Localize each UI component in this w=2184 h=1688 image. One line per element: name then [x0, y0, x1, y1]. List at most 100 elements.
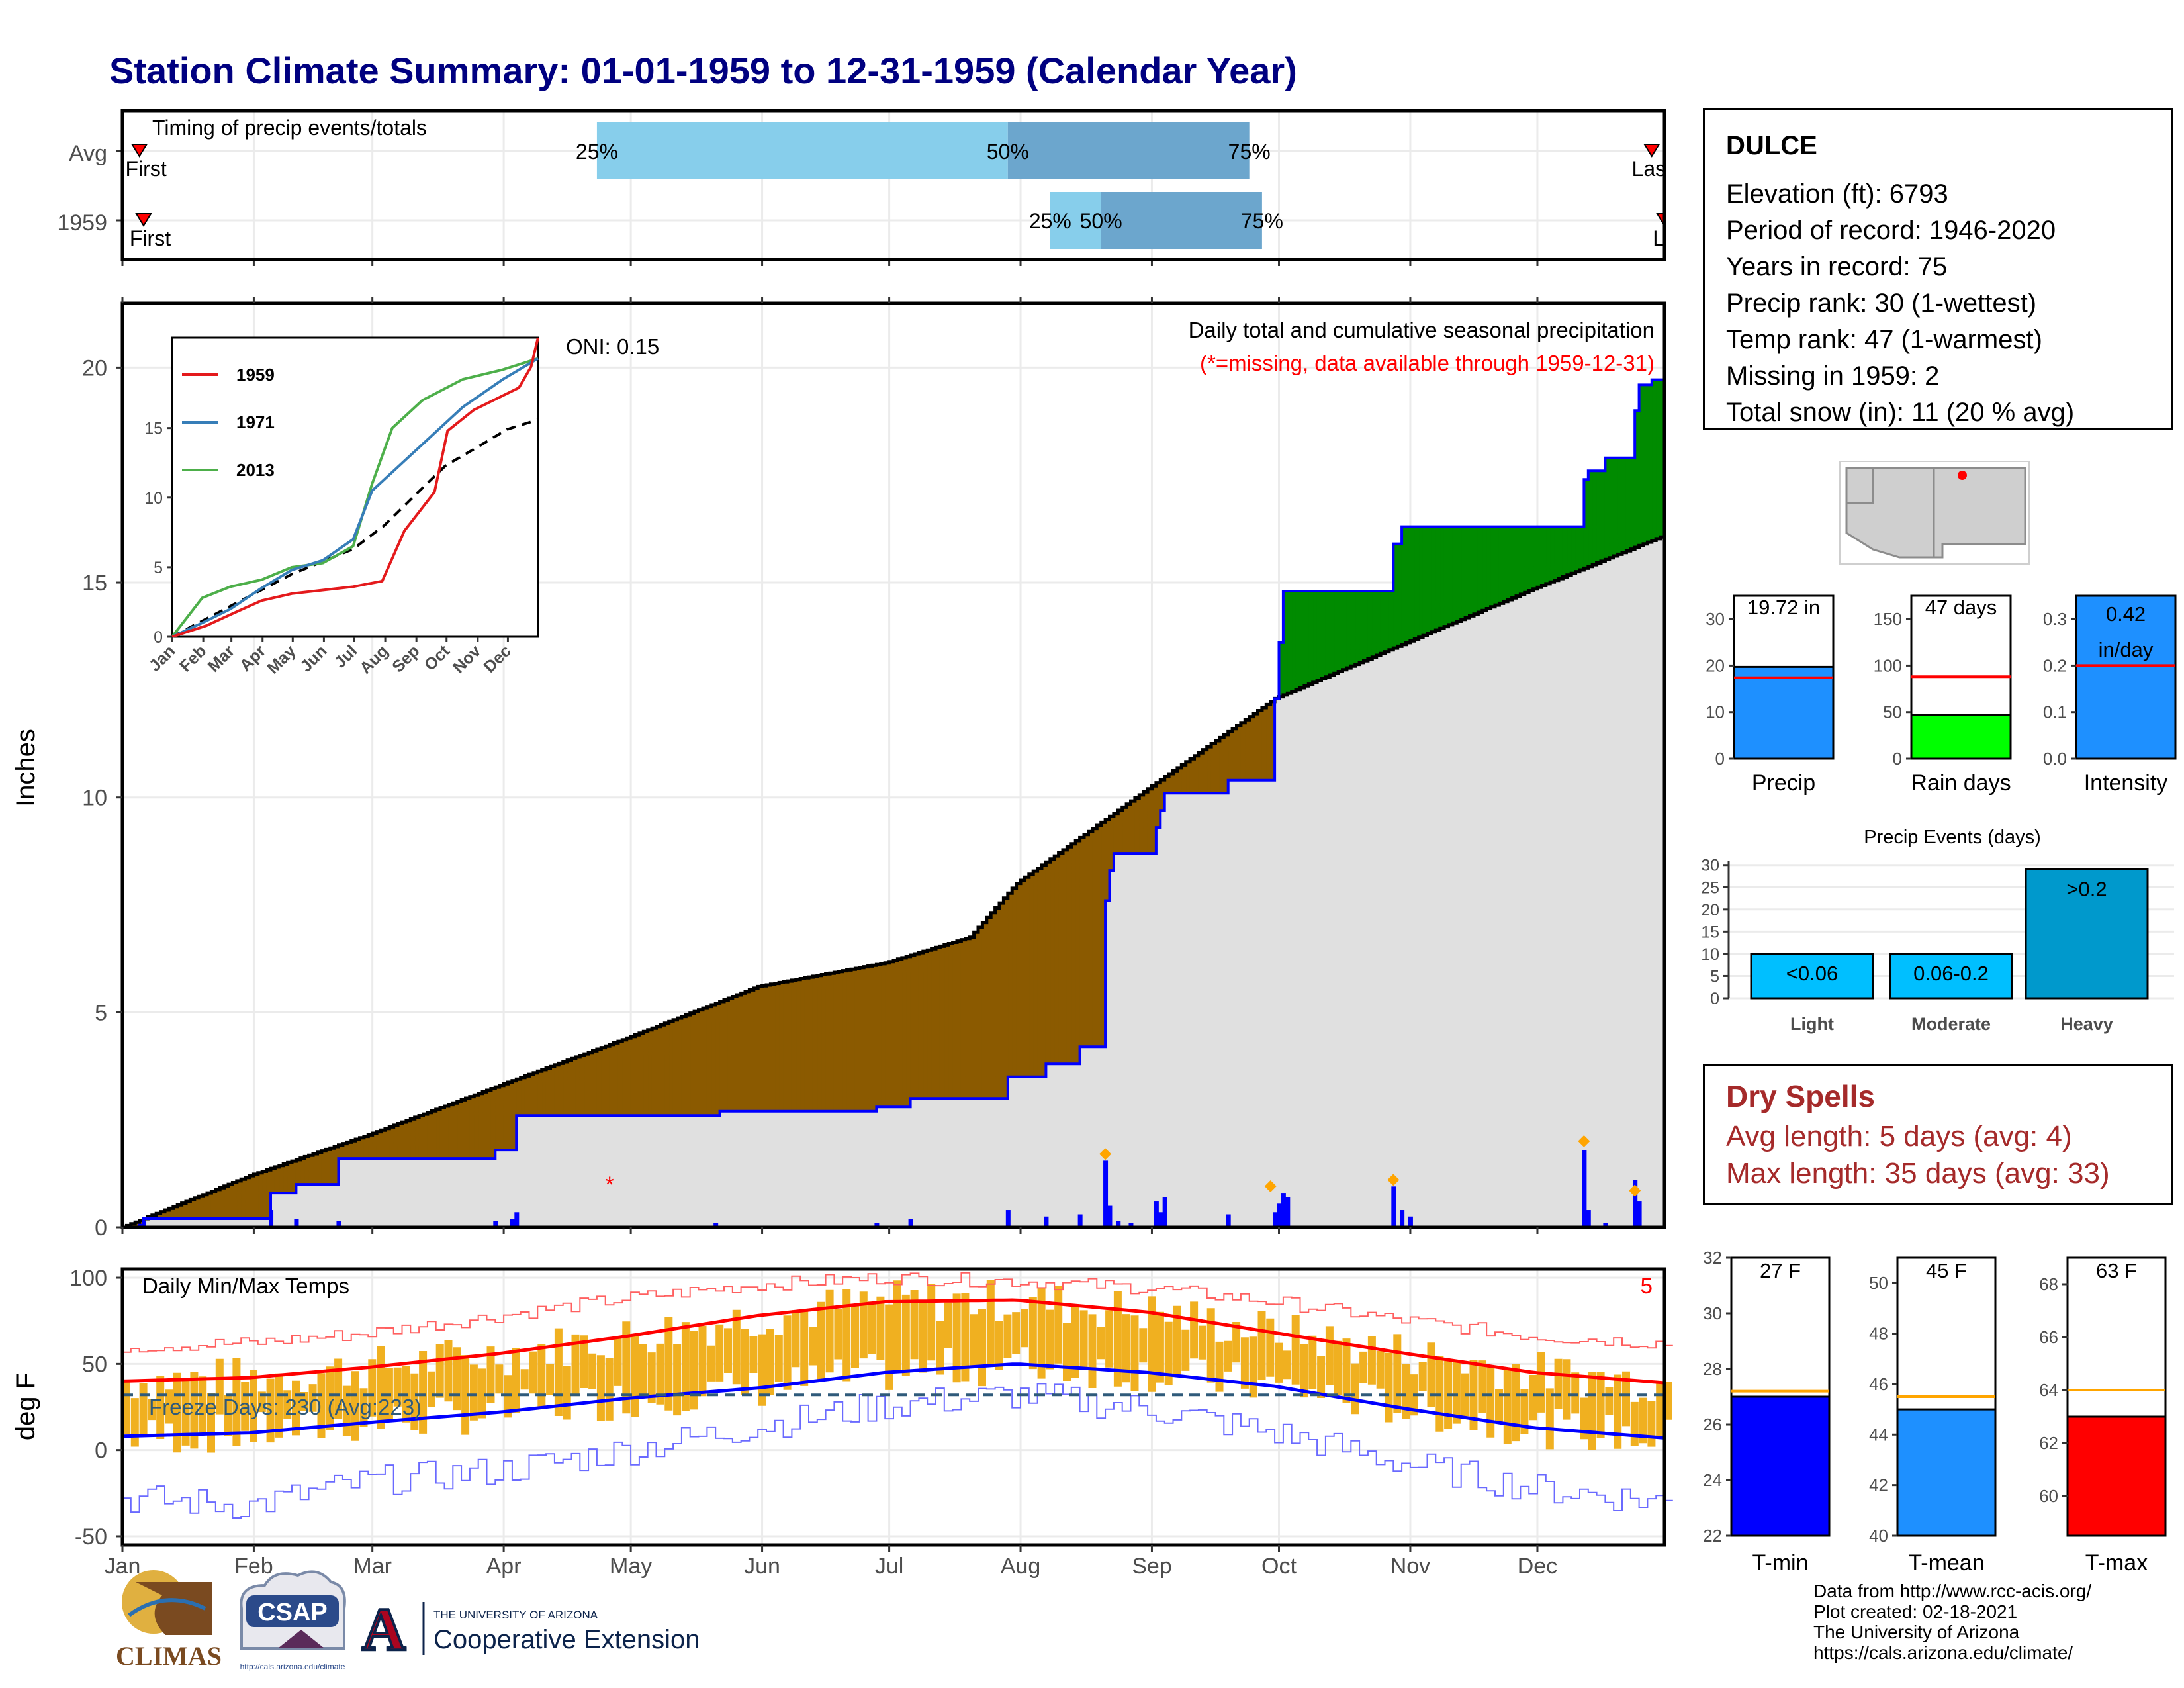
month-label-8: Sep: [1132, 1554, 1172, 1579]
summary-bar-tick-label-1-0: 0: [1893, 749, 1902, 769]
timing-first-marker-1: [135, 213, 152, 227]
precip-events-bar-label-0: <0.06: [1786, 962, 1838, 985]
record-min-line: [122, 1383, 1673, 1519]
ua-logo-letter: A: [362, 1595, 406, 1663]
daily-precip-bar-30: [1586, 1210, 1591, 1227]
page-title: Station Climate Summary: 01-01-1959 to 1…: [109, 50, 1297, 91]
precip-events-tick-label-0: 0: [1710, 990, 1719, 1008]
daily-precip-bar-11: [1005, 1210, 1011, 1227]
temp-bar-label-1: T-mean: [1908, 1550, 1984, 1575]
summary-bar-tick-label-1-1: 50: [1883, 702, 1902, 722]
precip-axes: 0 5 10 15 20: [82, 297, 1539, 1241]
summary-bar-tick-label-0-2: 20: [1706, 655, 1725, 675]
precip-panel-border: [120, 301, 1666, 1229]
daily-precip-bar-28: [1408, 1216, 1413, 1227]
inset-ytick-label-1: 5: [154, 559, 163, 577]
timing-label-p75-0: 75%: [1228, 140, 1271, 164]
temp-bar-tick-label-2-1: 62: [2039, 1433, 2058, 1453]
summary-bar-tick-label-2-1: 0.1: [2043, 702, 2067, 722]
ranked-precip-mark-2: [1387, 1174, 1400, 1186]
daily-precip-bar-18: [1154, 1201, 1159, 1227]
daily-precip-bar-21: [1226, 1214, 1231, 1227]
ua-small-text: THE UNIVERSITY OF ARIZONA: [433, 1609, 598, 1621]
month-label-0: Jan: [105, 1554, 141, 1579]
timing-clip-mask: [1666, 106, 1693, 265]
temp-ytick-label-0: -50: [75, 1524, 107, 1550]
month-label-5: Jun: [744, 1554, 780, 1579]
inset-legend-label-0: 1959: [236, 365, 275, 385]
station-period: Period of record: 1946-2020: [1726, 216, 2056, 245]
temp-bar-tick-label-1-1: 42: [1869, 1476, 1888, 1495]
precip-events-bar-2: [2025, 868, 2149, 1000]
timing-last-marker-0: [1643, 144, 1661, 158]
station-name: DULCE: [1726, 131, 1817, 160]
csap-mountain: [278, 1630, 324, 1648]
temp-bar-tick-label-1-0: 40: [1869, 1526, 1888, 1546]
dry-spells-avg: Avg length: 5 days (avg: 4): [1726, 1120, 2072, 1152]
summary-bar-label-0: Precip: [1752, 771, 1815, 796]
summary-bar-value-0: [1733, 665, 1835, 760]
precip-events-bar-0: [1750, 953, 1874, 1000]
month-label-1: Feb: [234, 1554, 273, 1579]
logos: CLIMAS CSAP http://cals.arizona.edu/clim…: [116, 1570, 700, 1671]
daily-precip-bar-20: [1162, 1197, 1167, 1227]
temp-bar-value-2: [2066, 1415, 2167, 1537]
temp-bar-tick-label-0-3: 28: [1703, 1359, 1722, 1379]
station-total-snow: Total snow (in): 11 (20 % avg): [1726, 398, 2075, 427]
station-elevation: Elevation (ft): 6793: [1726, 179, 1948, 209]
inset-ytick-label-3: 15: [144, 420, 163, 438]
timing-first-label-1: First: [130, 226, 171, 250]
daily-precip-bar-6: [510, 1219, 515, 1227]
temp-bar-label-2: T-max: [2085, 1550, 2148, 1575]
timing-bar-25-50-0: [596, 122, 1008, 179]
precip-normal-area: [122, 535, 1664, 1227]
summary-bar-value-unit-2: in/day: [2099, 638, 2154, 661]
daily-precip-bar-2: [269, 1210, 274, 1227]
precip-events-tick-label-5: 25: [1701, 878, 1719, 897]
inset-series-line-1971: [171, 357, 539, 638]
month-label-11: Dec: [1518, 1554, 1557, 1579]
month-label-4: May: [610, 1554, 652, 1579]
temp-bar-tick-label-0-4: 30: [1703, 1303, 1722, 1323]
temp-bar-tick-label-1-5: 50: [1869, 1273, 1888, 1293]
temp-panel-border: [120, 1267, 1666, 1547]
record-max-line: [122, 1272, 1673, 1353]
summary-bar-value-label-1: 47 days: [1925, 596, 1997, 619]
timing-label-p50-1: 50%: [1080, 209, 1122, 233]
month-axis: Jan Feb Mar Apr May Jun Jul Aug Sep Oct Nov Dec: [105, 1545, 1557, 1579]
temp-bar-label-0: T-min: [1752, 1550, 1809, 1575]
precip-ytick-label-2: 10: [82, 786, 107, 811]
daily-precip-bar-4: [336, 1221, 341, 1227]
timing-first-marker-0: [130, 144, 148, 158]
temp-bar-tick-label-0-0: 22: [1703, 1526, 1722, 1546]
summary-bar-tick-label-2-2: 0.2: [2043, 655, 2067, 675]
temp-ylabel: deg F: [11, 1373, 40, 1440]
daily-precip-bar-9: [874, 1223, 880, 1227]
inset-ytick-label-0: 0: [154, 628, 163, 647]
ua-logo-block: [361, 1599, 407, 1652]
precip-events-tick-label-3: 15: [1701, 923, 1719, 941]
summary-bar-value-1: [1910, 714, 2012, 760]
temp-summary-bars: 22 24 26 28 30 32 27 F T-min 40 42 44 46 48 50 45 F T-m…: [1703, 1248, 2167, 1575]
month-label-10: Nov: [1390, 1554, 1430, 1579]
location-map: [1839, 461, 2030, 565]
month-label-6: Jul: [875, 1554, 903, 1579]
summary-bar-value-2: [2075, 594, 2177, 760]
precip-events-tick-label-6: 30: [1701, 857, 1719, 875]
station-precip-rank: Precip rank: 30 (1-wettest): [1726, 289, 2037, 318]
station-location-marker: [1958, 471, 1967, 480]
temp-bar-tick-label-1-4: 48: [1869, 1324, 1888, 1344]
temp-panel: -50 0 50 100 Daily Min/Max Temps 5 Freeze D…: [11, 1266, 1673, 1550]
map-states: [1845, 467, 2026, 559]
climas-logo-text: CLIMAS: [116, 1641, 222, 1671]
timing-bar-50-75-0: [1007, 122, 1250, 179]
inset-legend: 1959 1971 2013: [182, 365, 275, 480]
daily-precip-bar-22: [1273, 1212, 1278, 1227]
precip-ytick-label-3: 15: [82, 571, 107, 596]
precip-panel-title: Daily total and cumulative seasonal prec…: [1189, 318, 1655, 342]
daily-precip-bar-16: [1116, 1221, 1121, 1227]
footer-institution: The University of Arizona: [1813, 1622, 2020, 1642]
precip-ytick-label-0: 0: [95, 1215, 107, 1241]
timing-panel-border: [120, 109, 1666, 261]
